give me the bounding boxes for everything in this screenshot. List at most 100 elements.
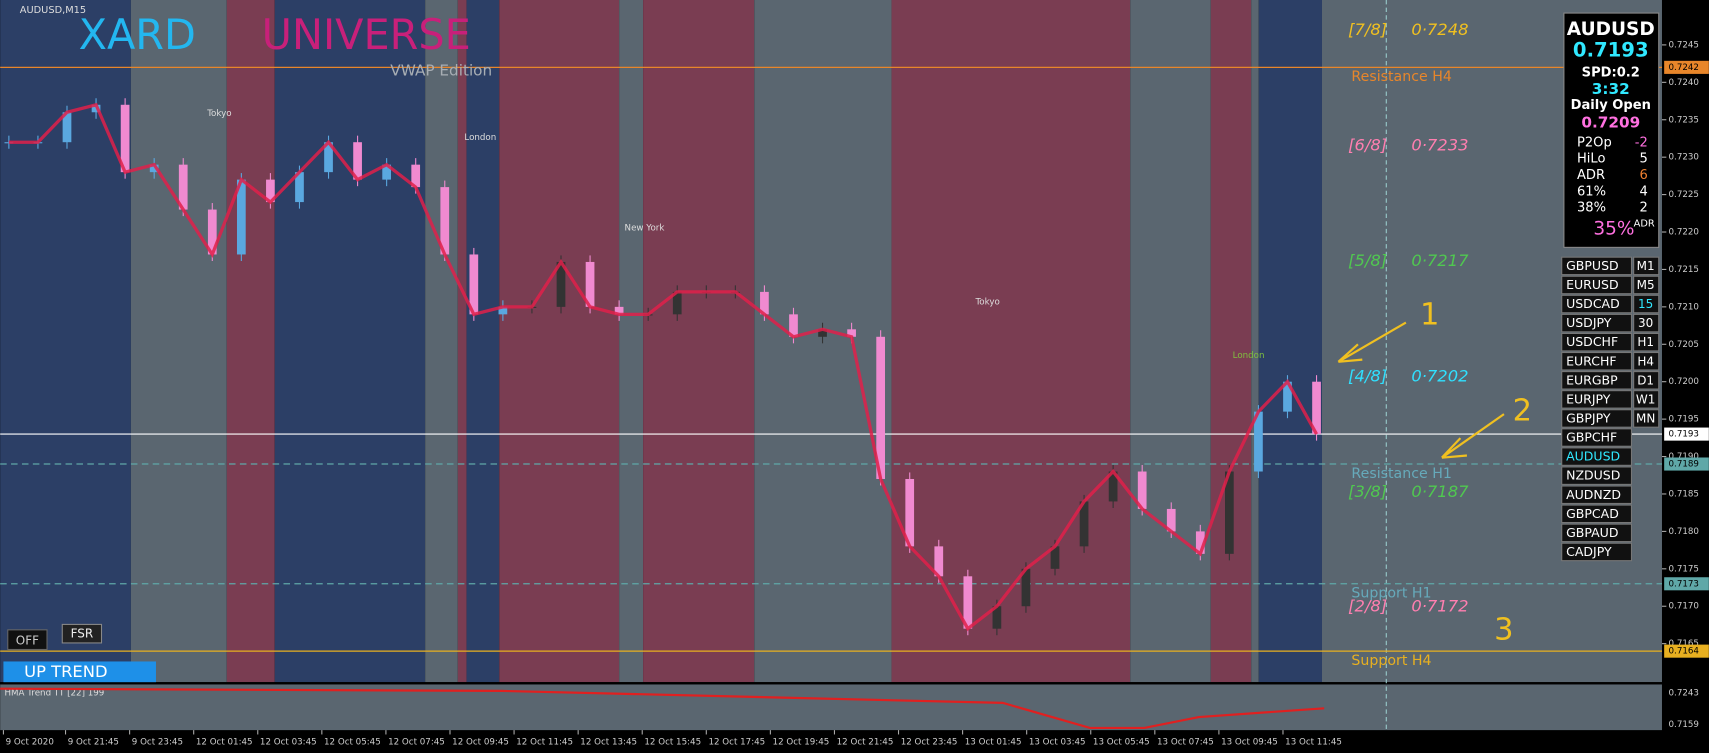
- x-tick-label: 12 Oct 11:45: [516, 738, 573, 748]
- symbol-button[interactable]: [1561, 466, 1633, 485]
- x-tick-label: 13 Oct 09:45: [1221, 738, 1278, 748]
- candle: [992, 606, 1002, 629]
- symbol-button[interactable]: [1561, 542, 1633, 562]
- candle: [1108, 471, 1118, 502]
- candle: [1050, 546, 1060, 569]
- x-tick-label: 9 Oct 21:45: [68, 738, 119, 748]
- symbol-button[interactable]: [1561, 256, 1633, 276]
- off-button-label: OFF: [16, 633, 39, 647]
- session-band: [619, 0, 644, 683]
- timeframe-button[interactable]: [1633, 313, 1660, 333]
- murrey-price: 0·7248: [1411, 20, 1468, 39]
- symbol-button[interactable]: [1561, 351, 1633, 371]
- symbol-button[interactable]: [1561, 447, 1633, 466]
- logo-universe: UNIVERSE: [262, 11, 471, 59]
- timeframe-label: D1: [1637, 373, 1654, 387]
- x-tick-label: 13 Oct 07:45: [1157, 738, 1214, 748]
- y-tick-label: 0.7175: [1669, 564, 1699, 574]
- panel-row-value: 6: [1640, 168, 1648, 183]
- symbol-button[interactable]: [1561, 275, 1633, 295]
- x-tick-label: 9 Oct 23:45: [132, 738, 183, 748]
- timeframe-button[interactable]: [1633, 409, 1660, 428]
- candle: [847, 329, 856, 337]
- x-tick-label: 12 Oct 09:45: [452, 738, 509, 748]
- symbol-name: EURGBP: [1566, 372, 1618, 387]
- y-tick-label: 0.7205: [1669, 340, 1699, 350]
- panel-row-label: ADR: [1577, 168, 1605, 183]
- candle: [1166, 508, 1176, 532]
- symbol-name: EURCHF: [1566, 353, 1616, 368]
- candle: [672, 291, 682, 315]
- timeframe-button[interactable]: [1633, 371, 1660, 390]
- annotation: 3: [1494, 612, 1513, 647]
- symbol-button[interactable]: [1561, 371, 1633, 390]
- symbol-button[interactable]: [1561, 504, 1633, 524]
- axes: 0.71650.71700.71750.71800.71850.71900.71…: [0, 40, 1709, 748]
- x-tick-label: 12 Oct 05:45: [324, 738, 381, 748]
- x-tick-label: 12 Oct 15:45: [644, 738, 701, 748]
- session-band: [891, 0, 1131, 683]
- session-band: [130, 0, 227, 683]
- symbol-button[interactable]: [1561, 313, 1633, 333]
- candle: [934, 546, 944, 577]
- candle: [353, 142, 362, 180]
- panel-text: Daily Open: [1571, 98, 1651, 113]
- symbol-button[interactable]: [1561, 409, 1633, 428]
- y-tick-label: 0.7200: [1669, 377, 1699, 387]
- symbol-button[interactable]: [1561, 294, 1633, 314]
- timeframe-button[interactable]: [1633, 332, 1660, 352]
- timeframe-label: M1: [1637, 259, 1655, 273]
- symbol-button[interactable]: [1561, 485, 1633, 504]
- symbol-title: AUDUSD,M15: [20, 5, 86, 16]
- candle: [149, 164, 159, 173]
- symbol-name: GBPJPY: [1566, 410, 1611, 425]
- candle: [324, 142, 333, 173]
- symbol-name: GBPCHF: [1566, 430, 1617, 445]
- symbol-name: USDCHF: [1566, 334, 1618, 349]
- candle: [1254, 411, 1263, 472]
- y-tick-label: 0.7195: [1669, 415, 1699, 425]
- session-band: [1251, 0, 1259, 683]
- symbol-name: AUDUSD: [1566, 449, 1620, 464]
- annotation: 1: [1420, 298, 1439, 333]
- timeframe-button[interactable]: [1633, 390, 1660, 409]
- session-band: [643, 0, 755, 683]
- adr-sup: ADR: [1634, 218, 1655, 229]
- session-label: New York: [625, 223, 666, 233]
- candle: [440, 187, 450, 255]
- timeframe-button[interactable]: [1633, 256, 1660, 276]
- symbol-button[interactable]: [1561, 523, 1633, 543]
- panel-row-label: 61%: [1577, 184, 1606, 199]
- panel-row-value: 5: [1640, 152, 1648, 167]
- symbol-button[interactable]: [1561, 428, 1633, 447]
- timeframe-button[interactable]: [1633, 351, 1660, 371]
- off-button[interactable]: [7, 629, 48, 651]
- session-label: London: [1233, 351, 1265, 361]
- timeframe-label: 30: [1638, 316, 1653, 330]
- session-band: [274, 0, 426, 683]
- candle: [382, 164, 392, 180]
- session-label: Tokyo: [974, 297, 999, 307]
- timeframe-label: MN: [1636, 411, 1655, 425]
- symbol-name: GBPAUD: [1566, 525, 1618, 540]
- murrey-price: 0·7202: [1411, 367, 1468, 386]
- x-tick-label: 12 Oct 07:45: [388, 738, 445, 748]
- murrey-price: 0·7217: [1411, 251, 1469, 270]
- candle: [120, 104, 130, 173]
- symbol-button[interactable]: [1561, 332, 1633, 352]
- symbol-name: USDCAD: [1566, 296, 1620, 311]
- panel-row-value: 4: [1640, 184, 1648, 199]
- fsr-button[interactable]: [61, 623, 103, 644]
- symbol-name: CADJPY: [1566, 544, 1612, 559]
- indicator-label: HMA Trend TT [22] 199: [5, 689, 105, 699]
- candle: [62, 112, 72, 143]
- timeframe-button[interactable]: [1633, 294, 1660, 314]
- level-name: Support H1: [1351, 586, 1431, 602]
- price-tag-label: 0.7173: [1669, 579, 1699, 589]
- price-tag: [1664, 577, 1709, 591]
- symbol-button[interactable]: [1561, 390, 1633, 409]
- timeframe-button[interactable]: [1633, 275, 1660, 295]
- session-band: [1210, 0, 1252, 683]
